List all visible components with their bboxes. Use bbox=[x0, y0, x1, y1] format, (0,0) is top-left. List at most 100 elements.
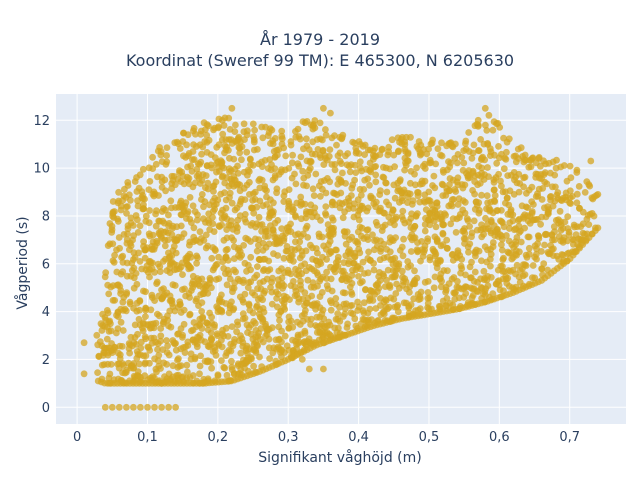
data-point bbox=[149, 231, 157, 239]
data-point bbox=[228, 357, 235, 365]
data-point bbox=[109, 297, 117, 304]
data-point bbox=[239, 279, 247, 286]
data-point bbox=[394, 301, 402, 309]
data-point bbox=[251, 319, 259, 327]
data-point bbox=[339, 169, 346, 177]
data-point bbox=[145, 219, 153, 227]
data-point bbox=[232, 121, 239, 129]
data-point bbox=[94, 369, 101, 376]
data-point bbox=[146, 347, 154, 354]
data-point bbox=[236, 149, 244, 157]
data-point bbox=[293, 291, 301, 299]
data-point bbox=[381, 221, 389, 229]
data-point bbox=[533, 255, 540, 263]
data-point bbox=[115, 234, 123, 241]
data-point bbox=[103, 335, 111, 343]
data-point bbox=[421, 177, 429, 185]
data-point bbox=[396, 176, 404, 184]
data-point bbox=[538, 196, 546, 203]
data-point bbox=[291, 170, 298, 178]
data-point bbox=[179, 331, 187, 339]
x-tick-label: 0,5 bbox=[419, 430, 440, 445]
data-point bbox=[551, 236, 558, 244]
data-point bbox=[482, 214, 489, 222]
data-point bbox=[302, 247, 310, 255]
data-point bbox=[259, 338, 267, 346]
data-point bbox=[201, 198, 209, 206]
data-point bbox=[204, 179, 212, 187]
data-point bbox=[164, 342, 172, 350]
data-point bbox=[461, 229, 469, 237]
data-point bbox=[429, 136, 436, 144]
data-point bbox=[258, 221, 266, 228]
data-point bbox=[116, 283, 124, 290]
data-point bbox=[248, 355, 255, 363]
data-point bbox=[282, 152, 290, 160]
data-point bbox=[392, 290, 400, 297]
data-point bbox=[111, 251, 118, 259]
data-point bbox=[454, 247, 462, 255]
data-point bbox=[110, 346, 117, 354]
data-point bbox=[468, 294, 476, 301]
data-point bbox=[421, 227, 429, 235]
data-point bbox=[215, 123, 223, 131]
data-point bbox=[223, 143, 231, 151]
data-point bbox=[543, 180, 551, 188]
data-point bbox=[278, 132, 286, 140]
y-tick-label: 0 bbox=[42, 401, 50, 416]
data-point bbox=[545, 210, 552, 218]
data-point bbox=[348, 271, 356, 279]
data-point bbox=[465, 248, 472, 256]
data-point bbox=[167, 197, 175, 205]
data-point bbox=[198, 275, 206, 283]
data-point bbox=[177, 362, 185, 369]
data-point bbox=[228, 104, 236, 112]
data-point bbox=[517, 238, 525, 246]
data-point bbox=[127, 242, 135, 250]
data-point bbox=[586, 182, 594, 190]
data-point bbox=[163, 158, 171, 166]
data-point bbox=[329, 230, 337, 238]
data-point bbox=[461, 181, 469, 189]
data-point bbox=[157, 337, 164, 345]
data-point bbox=[559, 225, 567, 232]
data-point bbox=[499, 219, 506, 227]
data-point bbox=[232, 268, 240, 276]
data-point bbox=[215, 275, 223, 282]
data-point bbox=[234, 170, 242, 177]
data-point bbox=[140, 205, 148, 213]
data-point bbox=[189, 284, 197, 291]
data-point bbox=[500, 165, 508, 173]
data-point bbox=[226, 189, 234, 197]
data-point bbox=[106, 317, 114, 325]
data-point bbox=[265, 240, 273, 248]
data-point bbox=[126, 196, 134, 204]
data-point bbox=[119, 327, 127, 334]
data-point bbox=[80, 339, 88, 347]
data-point bbox=[515, 170, 523, 178]
data-point bbox=[180, 230, 188, 238]
data-point bbox=[198, 325, 206, 332]
data-point bbox=[462, 235, 469, 243]
data-point bbox=[480, 267, 488, 275]
data-point bbox=[311, 117, 319, 124]
data-point bbox=[269, 226, 277, 234]
data-point bbox=[461, 198, 469, 206]
data-point bbox=[331, 190, 339, 197]
data-point bbox=[274, 290, 282, 298]
data-point bbox=[516, 248, 523, 256]
data-point bbox=[452, 229, 460, 236]
data-point bbox=[270, 199, 277, 207]
data-point bbox=[157, 365, 164, 372]
data-point bbox=[343, 275, 351, 282]
data-point bbox=[414, 192, 422, 200]
data-point bbox=[406, 190, 414, 198]
data-point bbox=[372, 163, 380, 170]
data-point bbox=[371, 144, 379, 152]
data-point bbox=[372, 178, 380, 186]
data-point bbox=[579, 208, 587, 216]
data-point bbox=[498, 241, 505, 249]
data-point bbox=[209, 220, 217, 228]
data-point bbox=[462, 271, 469, 279]
